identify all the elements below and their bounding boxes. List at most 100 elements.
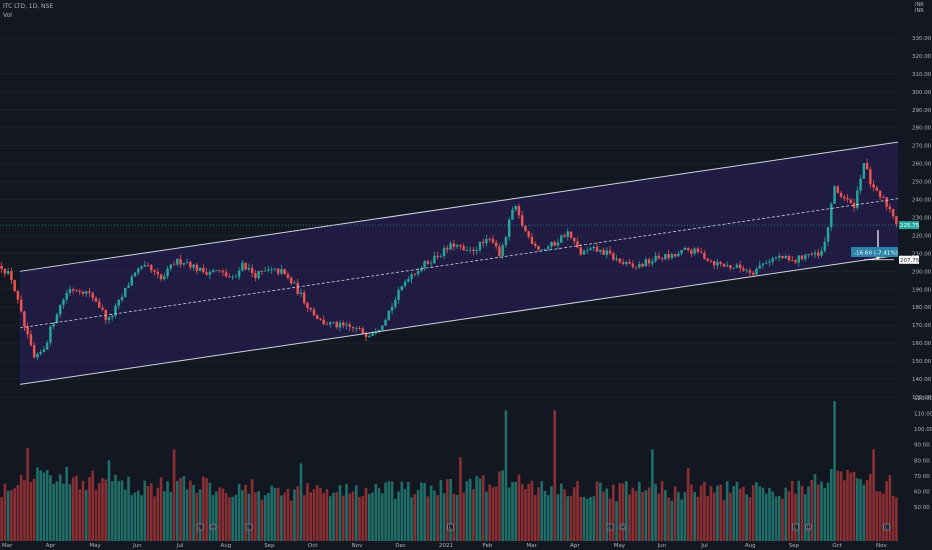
candle	[468, 246, 472, 253]
candle-body	[101, 307, 104, 310]
candle-body	[58, 304, 62, 315]
candle	[234, 273, 238, 278]
candle-body	[442, 247, 446, 257]
candle	[869, 166, 872, 188]
candle	[407, 275, 410, 283]
volume-bar	[234, 494, 238, 542]
candle-body	[641, 263, 644, 267]
price-tick-label: 170.00	[912, 323, 932, 329]
volume-bar	[446, 479, 449, 542]
candle	[58, 304, 62, 318]
volume-bar	[794, 493, 797, 542]
price-tick-label: 210.00	[912, 251, 932, 257]
event-letter: D	[807, 525, 811, 531]
candle	[218, 270, 221, 273]
candle-body	[602, 249, 605, 255]
candle-body	[579, 247, 583, 255]
candle-body	[586, 250, 589, 252]
candle	[589, 246, 592, 251]
volume-bar	[224, 493, 228, 542]
volume-bar	[127, 476, 130, 542]
candle	[628, 259, 631, 265]
time-tick-label: Nov	[352, 543, 363, 549]
dividend-marker	[805, 523, 812, 531]
candle-body	[524, 225, 527, 232]
volume-indicator-label[interactable]: Vol	[3, 12, 12, 19]
earnings-marker	[245, 523, 253, 531]
volume-bar	[84, 490, 88, 542]
volume-bar	[501, 470, 504, 542]
candle-body	[791, 260, 794, 261]
time-axis: Mar Apr May Jun Jul Aug Sep Oct Nov Dec 2021 Feb Mar…	[0, 541, 932, 550]
candle-body	[859, 178, 862, 191]
candle	[260, 270, 264, 276]
candle	[215, 270, 218, 272]
volume-bar	[722, 500, 726, 542]
volume-bar	[592, 496, 596, 542]
candle-body	[244, 262, 247, 270]
candle	[88, 287, 91, 297]
candle	[781, 255, 784, 260]
candle	[221, 268, 225, 277]
candle-body	[302, 292, 306, 304]
candle	[631, 260, 635, 269]
volume-tick-label: 100.00	[914, 427, 932, 433]
candle	[599, 249, 602, 255]
candle-body	[686, 248, 690, 251]
candle-body	[573, 237, 576, 242]
volume-bar	[143, 480, 147, 542]
volume-bar	[537, 487, 540, 542]
candle-body	[211, 270, 215, 273]
volume-bar	[114, 474, 117, 542]
candle-body	[433, 255, 436, 264]
volume-bar	[263, 495, 267, 542]
candle	[758, 260, 761, 269]
candle-body	[351, 326, 355, 329]
time-axis-bg	[0, 541, 932, 550]
candle-body	[771, 258, 774, 262]
candle	[706, 257, 709, 262]
volume-bar	[211, 495, 215, 542]
candle-body	[423, 261, 426, 268]
volume-bar	[667, 497, 670, 542]
symbol-title[interactable]: ITC LTD, 1D, NSE	[3, 3, 54, 10]
candle-body	[673, 254, 677, 257]
candle	[111, 314, 114, 321]
candle-body	[498, 246, 501, 257]
volume-bar	[852, 471, 856, 542]
candle	[429, 260, 433, 269]
candle	[345, 321, 348, 330]
candle	[843, 194, 846, 202]
candle-body	[410, 274, 413, 280]
candle	[273, 267, 277, 272]
volume-bar	[621, 483, 625, 542]
candle-body	[885, 197, 888, 207]
candle	[667, 249, 670, 261]
candle-body	[88, 291, 91, 293]
candle-body	[488, 238, 491, 240]
candle	[664, 253, 667, 261]
volume-bar	[71, 477, 75, 542]
event-marker: E	[447, 523, 455, 531]
candle	[579, 243, 583, 256]
candle-body	[332, 321, 335, 323]
candle-body	[511, 209, 514, 220]
candle	[449, 240, 452, 251]
volume-bar	[843, 480, 846, 542]
candle-body	[342, 322, 345, 326]
candle	[742, 265, 745, 272]
candle	[846, 194, 849, 203]
volume-bar	[494, 486, 498, 542]
price-tick-label: 190.00	[912, 287, 932, 293]
candle-body	[276, 268, 280, 274]
candle-body	[117, 299, 120, 306]
candle	[355, 326, 358, 333]
candle-body	[621, 262, 625, 265]
candle	[71, 287, 75, 295]
volume-bar	[758, 486, 762, 542]
candle	[153, 268, 156, 276]
volume-bar	[820, 481, 823, 542]
volume-bar	[781, 498, 784, 542]
candle	[677, 250, 680, 257]
